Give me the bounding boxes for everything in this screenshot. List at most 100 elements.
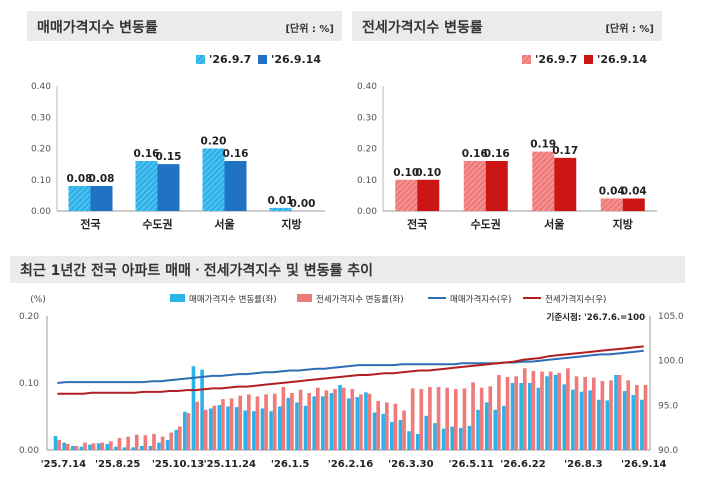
- trend-bar: [160, 436, 165, 450]
- trend-bar: [191, 366, 196, 450]
- trend-bar: [96, 443, 101, 450]
- trend-bar: [410, 388, 415, 450]
- y-tick-label: 0.40: [31, 82, 51, 92]
- bar-value-label: 0.16: [134, 148, 160, 160]
- trend-bar: [476, 409, 480, 450]
- bar-value-label: 0.15: [156, 151, 182, 163]
- y-tick-label: 0.30: [357, 113, 377, 123]
- trend-bar: [367, 393, 372, 450]
- trend-bar: [484, 402, 489, 450]
- trend-bar: [381, 413, 385, 450]
- legend-label: '26.9.7: [209, 53, 251, 66]
- trend-bar: [557, 372, 562, 450]
- y-tick-label: 0.40: [357, 82, 377, 92]
- legend-swatch: [297, 294, 312, 302]
- trend-bar: [208, 408, 213, 450]
- trend-bar: [229, 398, 234, 450]
- trend-bar: [221, 399, 225, 450]
- y-tick-label: 0.10: [31, 176, 51, 186]
- trend-bar: [609, 380, 613, 450]
- trend-bar: [540, 371, 544, 450]
- bar: [157, 164, 180, 211]
- x-tick-label: '25.8.25: [95, 459, 140, 470]
- trend-bar: [536, 387, 541, 450]
- trend-panel-title: 최근 1년간 전국 아파트 매매ㆍ전세가격지수 및 변동률 추이: [20, 263, 373, 279]
- trend-bar: [631, 395, 636, 450]
- x-tick-label: '26.1.5: [271, 459, 310, 470]
- trend-bar: [571, 389, 575, 450]
- trend-bar: [562, 384, 567, 450]
- left-tick-label: 0.20: [19, 312, 39, 322]
- trend-bar: [70, 445, 75, 450]
- trend-bar: [428, 387, 432, 450]
- bar: [463, 161, 486, 211]
- trend-bar: [269, 411, 273, 450]
- trend-bar: [226, 406, 230, 450]
- x-tick-label: '26.6.22: [500, 459, 545, 470]
- bar: [485, 161, 508, 211]
- trend-bar: [186, 413, 191, 450]
- sale-panel-unit: [단위 : %]: [285, 24, 334, 35]
- trend-bar: [479, 387, 484, 450]
- bar-value-label: 0.16: [223, 148, 249, 160]
- trend-bar: [91, 443, 96, 450]
- legend-swatch: [170, 294, 185, 302]
- trend-bar: [346, 398, 351, 450]
- legend-label: '26.9.14: [271, 53, 321, 66]
- trend-bar: [234, 407, 239, 450]
- bar: [202, 148, 225, 211]
- x-tick-label: '26.9.14: [621, 459, 666, 470]
- trend-bar: [247, 394, 251, 450]
- index-line: [57, 345, 644, 395]
- trend-bar: [57, 439, 61, 450]
- trend-bar: [200, 369, 204, 450]
- trend-bar: [497, 374, 501, 450]
- bar-value-label: 0.10: [415, 167, 441, 179]
- trend-bar: [419, 389, 424, 450]
- trend-bar: [372, 412, 377, 450]
- bar-value-label: 0.10: [393, 167, 419, 179]
- legend-swatch: [584, 55, 593, 64]
- trend-bar: [303, 405, 308, 450]
- legend-swatch: [522, 55, 531, 64]
- trend-bar: [105, 443, 110, 450]
- trend-bar: [591, 377, 596, 450]
- bar: [135, 161, 158, 211]
- trend-bar: [131, 447, 135, 450]
- bar-value-label: 0.00: [290, 198, 316, 210]
- trend-bar: [260, 408, 265, 450]
- trend-bar: [83, 442, 87, 450]
- trend-bar: [65, 443, 70, 450]
- bar: [600, 198, 623, 211]
- trend-bar: [281, 387, 286, 450]
- trend-bar: [359, 394, 363, 450]
- trend-bar: [622, 391, 627, 450]
- bar: [90, 186, 113, 211]
- trend-bar: [169, 432, 174, 450]
- trend-bar: [238, 395, 243, 450]
- trend-bar: [126, 436, 130, 450]
- trend-bar: [462, 388, 467, 450]
- trend-bar: [277, 406, 282, 450]
- bar: [417, 179, 440, 211]
- trend-bar: [174, 429, 179, 450]
- trend-bar: [243, 410, 248, 450]
- legend-label: 매매가격지수 변동률(좌): [189, 294, 277, 305]
- jeonse-panel-title: 전세가격지수 변동률: [362, 20, 483, 36]
- legend-label: '26.9.14: [597, 53, 647, 66]
- x-tick-label: '26.2.16: [328, 459, 373, 470]
- trend-panel-header: 최근 1년간 전국 아파트 매매ㆍ전세가격지수 및 변동률 추이: [10, 256, 685, 283]
- trend-bar: [471, 382, 475, 450]
- trend-bar: [109, 441, 113, 450]
- trend-bar: [445, 387, 449, 450]
- trend-bar: [203, 409, 208, 450]
- trend-bar: [183, 411, 187, 450]
- trend-bar: [398, 419, 403, 450]
- bar: [269, 207, 292, 211]
- left-tick-label: 0.00: [19, 446, 39, 456]
- trend-bar: [152, 433, 156, 450]
- trend-bar: [548, 371, 553, 450]
- trend-bar: [143, 435, 148, 450]
- trend-bar: [117, 437, 122, 450]
